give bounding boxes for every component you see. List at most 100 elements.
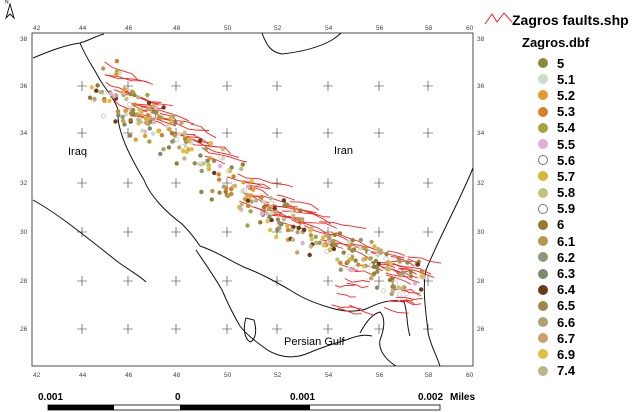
earthquake-point: [300, 223, 305, 229]
earthquake-point: [128, 118, 133, 123]
earthquake-point: [289, 208, 294, 214]
earthquake-point: [418, 287, 424, 292]
earthquake-point: [150, 113, 156, 119]
graticule-cross: [77, 276, 87, 286]
legend-swatch-icon: [538, 300, 548, 311]
legend-label: 7.4: [557, 363, 576, 379]
earthquake-point: [130, 90, 136, 95]
earthquake-point: [216, 177, 222, 182]
earthquake-point: [120, 114, 125, 120]
earthquake-point: [101, 66, 106, 71]
earthquake-point: [147, 139, 152, 144]
fault-trace: [159, 113, 177, 121]
legend-fault-layer: Zagros faults.shp: [512, 12, 629, 28]
y-tick-label: 34: [477, 130, 485, 137]
earthquake-point: [122, 86, 127, 92]
earthquake-point: [272, 206, 277, 211]
fault-trace: [288, 215, 337, 229]
earthquake-point: [265, 219, 270, 224]
fault-trace: [177, 123, 210, 131]
x-tick-label: 46: [125, 372, 133, 379]
legend-label: 5.1: [557, 71, 576, 87]
earthquake-point: [396, 285, 401, 290]
earthquake-point: [273, 209, 278, 215]
earthquake-point: [231, 174, 236, 179]
x-tick-labels-top: 42 44 46 48 50 52 54 56 58 60: [33, 25, 474, 32]
y-tick-label: 32: [477, 180, 485, 187]
earthquake-point: [131, 107, 136, 113]
earthquake-point: [181, 148, 186, 154]
x-tick-label: 54: [325, 372, 333, 379]
earthquake-point: [353, 258, 358, 263]
earthquake-point: [112, 93, 117, 99]
x-tick-label: 60: [466, 372, 474, 379]
earthquake-point: [331, 238, 336, 244]
earthquake-point: [102, 98, 107, 104]
fault-trace: [401, 289, 422, 297]
legend-swatch-icon: [538, 317, 548, 328]
earthquake-point: [198, 138, 203, 143]
earthquake-point: [385, 265, 390, 271]
fault-trace: [139, 113, 177, 127]
earthquake-point: [184, 149, 189, 155]
earthquake-point: [285, 228, 291, 233]
legend-item: 5.3: [538, 104, 575, 120]
north-arrow-icon: N: [5, 0, 15, 20]
fault-trace: [336, 292, 356, 298]
legend-label: 6.5: [557, 298, 576, 314]
scale-label-right: 0.002: [418, 392, 443, 403]
legend-swatch-icon: [538, 122, 548, 133]
earthquake-point: [146, 106, 151, 111]
graticule-cross: [171, 276, 181, 286]
earthquake-point: [419, 269, 424, 274]
earthquake-point: [400, 286, 405, 291]
earthquake-point: [169, 131, 175, 136]
earthquake-point: [397, 272, 403, 278]
earthquake-point: [285, 223, 290, 229]
fault-trace: [334, 284, 355, 288]
legend-item: 5.6: [538, 152, 575, 168]
earthquake-point: [248, 193, 253, 198]
graticule-cross: [374, 227, 384, 237]
legend-item: 6.5: [538, 298, 575, 314]
earthquake-point: [345, 259, 351, 264]
earthquake-point: [308, 233, 314, 238]
earthquake-point: [94, 88, 99, 93]
graticule-cross: [323, 81, 333, 91]
x-tick-label: 60: [466, 25, 474, 32]
earthquake-point: [123, 112, 129, 117]
earthquake-point: [324, 249, 329, 255]
earthquake-point: [240, 162, 245, 167]
earthquake-point: [246, 203, 251, 208]
y-tick-label: 26: [477, 326, 485, 333]
legend-item: 6.3: [538, 265, 575, 281]
y-tick-label: 28: [20, 278, 28, 285]
earthquake-point: [362, 246, 368, 251]
graticule-cross: [272, 81, 282, 91]
legend-swatch-icon: [538, 365, 548, 376]
graticule-cross: [272, 128, 282, 138]
fault-trace: [104, 74, 150, 84]
legend-item: 5: [538, 55, 575, 71]
earthquake-point: [298, 208, 303, 213]
earthquake-point: [331, 246, 337, 252]
graticule-cross: [123, 178, 133, 188]
legend-swatch-icon: [538, 333, 548, 344]
legend-label: 5.7: [557, 168, 576, 184]
earthquake-point: [337, 231, 343, 236]
earthquake-point: [295, 217, 301, 222]
earthquake-point: [358, 237, 364, 243]
y-tick-label: 36: [20, 83, 28, 90]
earthquake-point: [356, 262, 361, 267]
earthquake-point: [199, 168, 204, 174]
earthquake-point: [176, 132, 182, 137]
fault-trace: [319, 221, 367, 229]
earthquake-point: [338, 260, 343, 266]
earthquake-point: [147, 126, 152, 131]
graticule-cross: [374, 276, 384, 286]
legend-quake-layer: Zagros.dbf: [522, 35, 590, 50]
earthquake-point: [196, 161, 202, 166]
earthquake-point: [136, 95, 141, 100]
earthquake-point: [419, 274, 424, 279]
